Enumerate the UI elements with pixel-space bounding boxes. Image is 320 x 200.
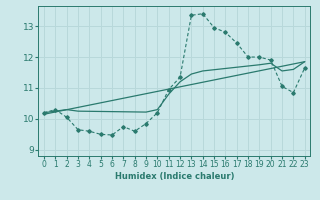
X-axis label: Humidex (Indice chaleur): Humidex (Indice chaleur) xyxy=(115,172,234,181)
